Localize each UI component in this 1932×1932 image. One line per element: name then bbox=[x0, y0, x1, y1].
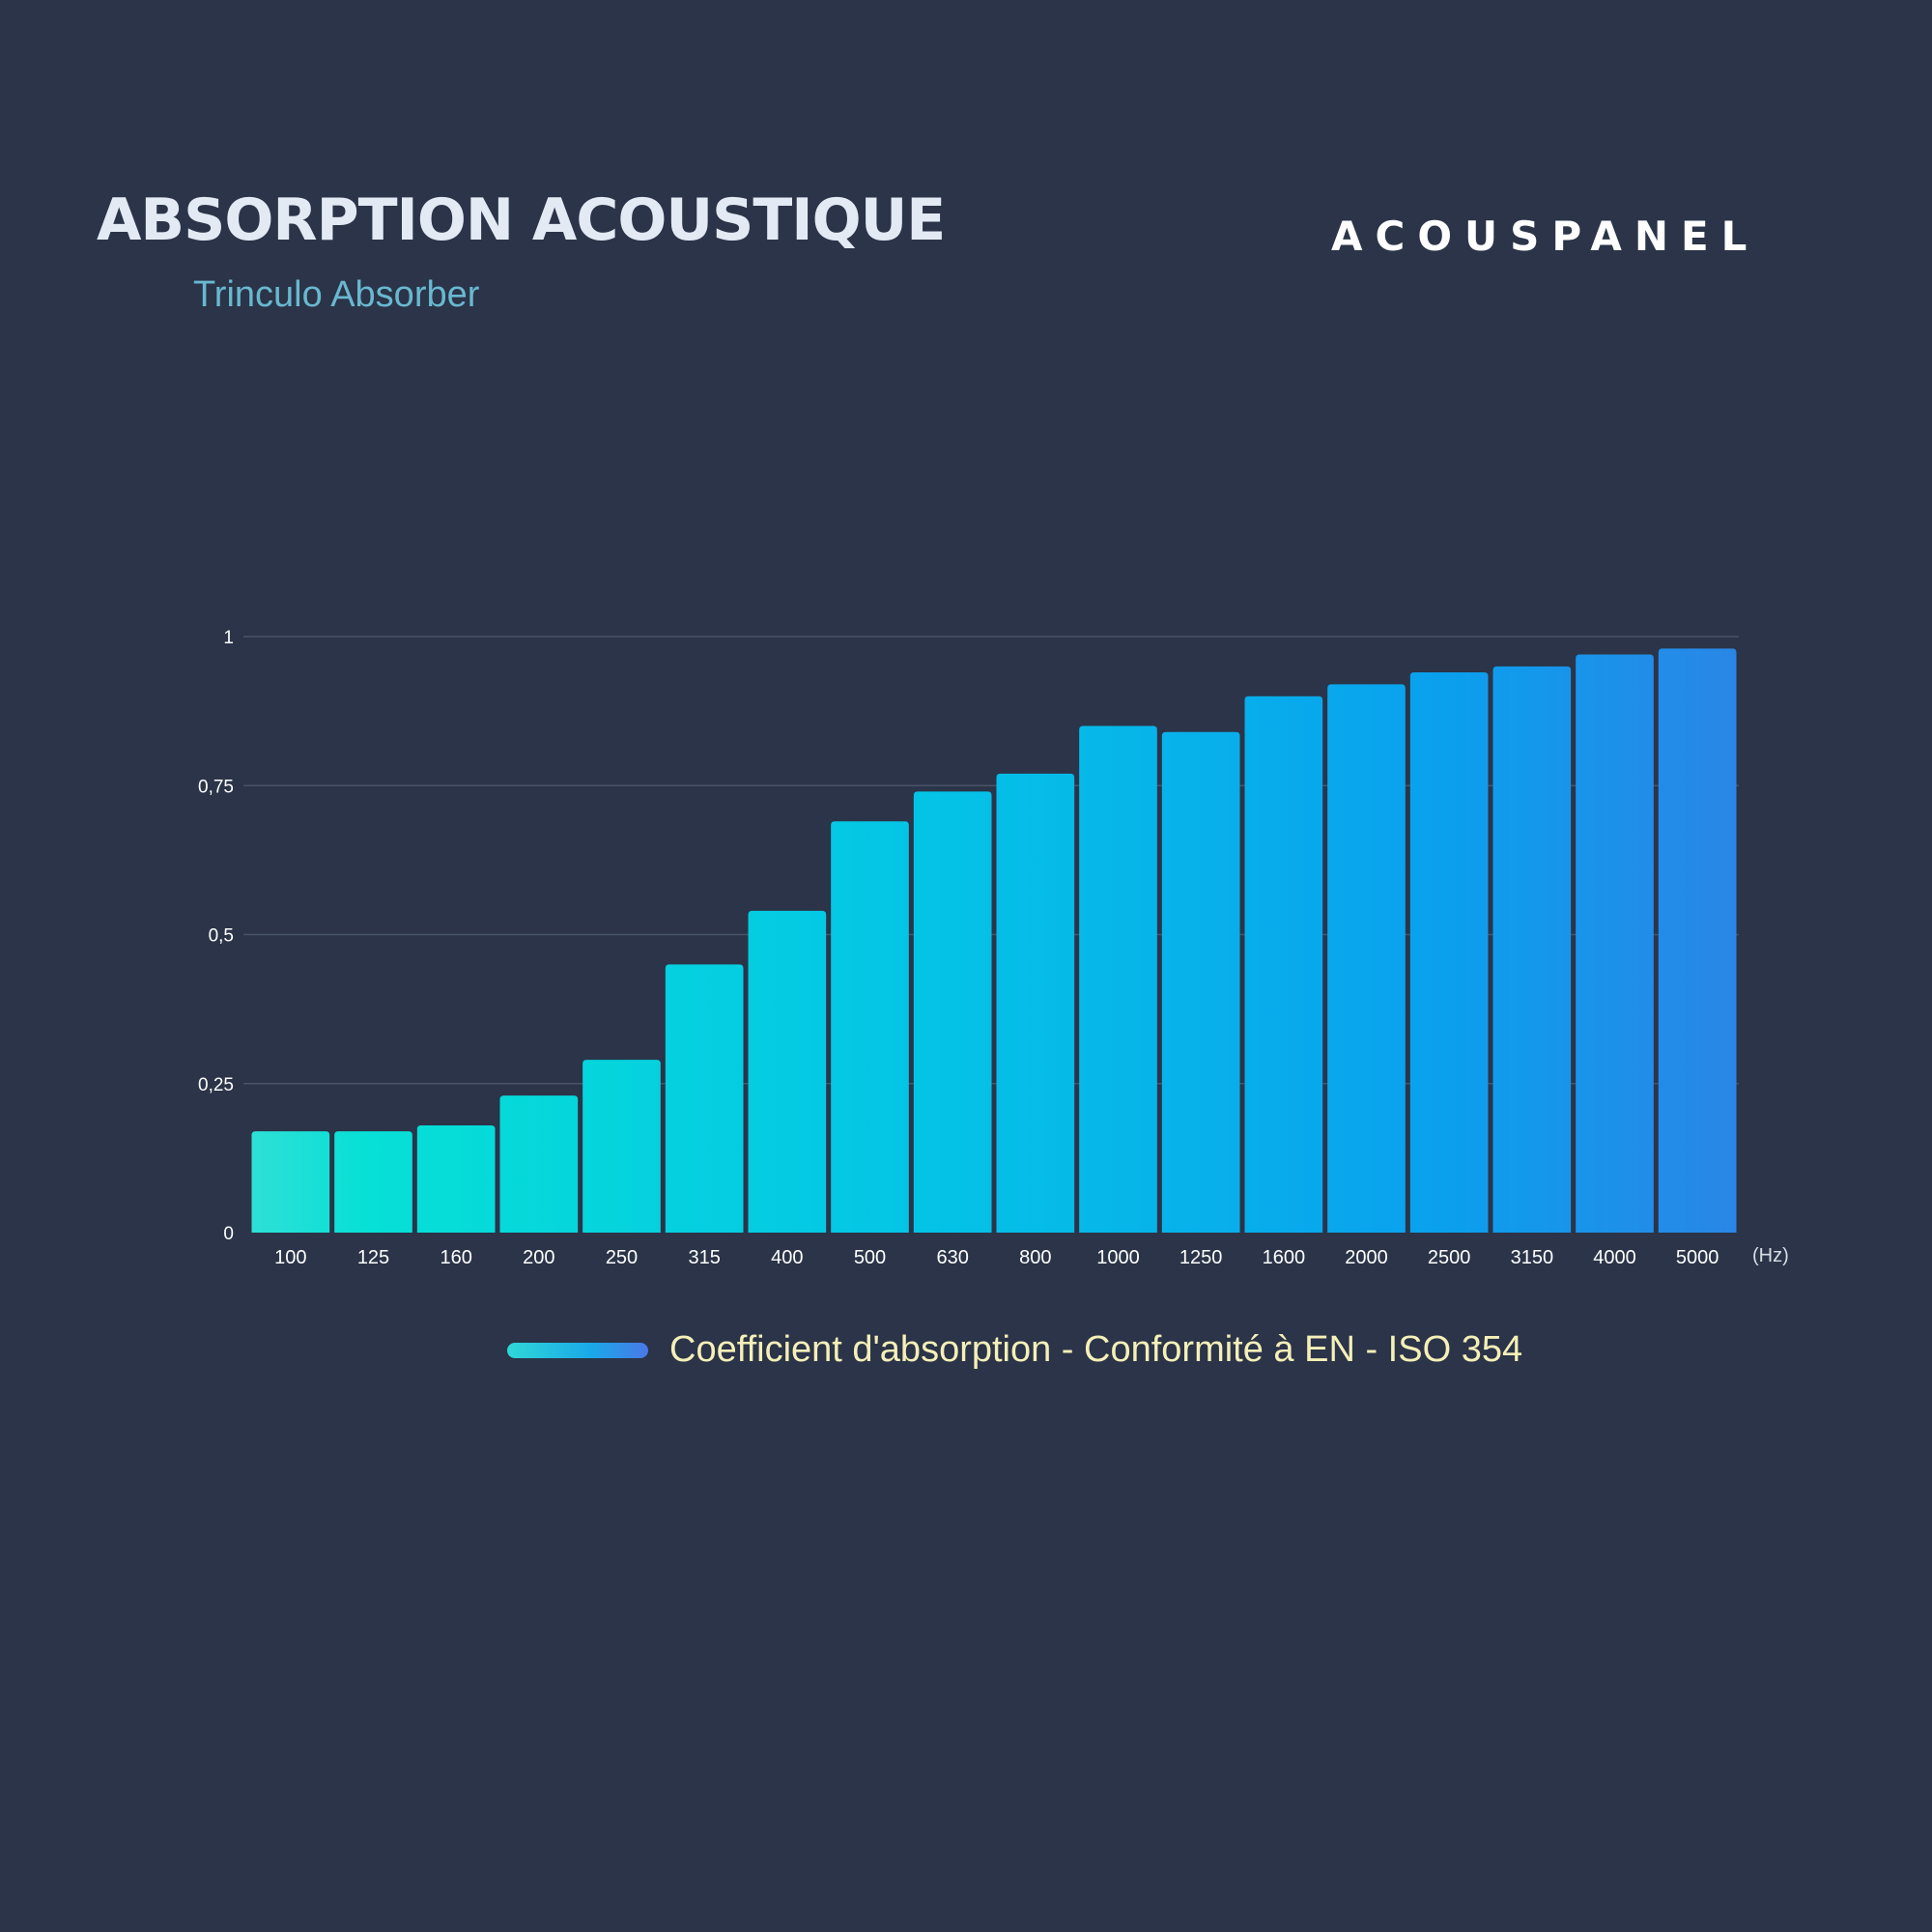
y-tick-label: 1 bbox=[223, 628, 234, 648]
x-axis-ticks: 100 125 160 200 250 315 400 500 630 800 1000 1250 16… bbox=[274, 1247, 1719, 1268]
bar-4000 bbox=[1576, 654, 1654, 1233]
y-tick-label: 0,75 bbox=[198, 777, 234, 797]
grid-lines bbox=[243, 636, 1739, 1085]
bar-5000 bbox=[1658, 648, 1737, 1233]
bar-630 bbox=[913, 791, 992, 1233]
x-tick-label: 200 bbox=[523, 1247, 554, 1268]
bar-200 bbox=[499, 1095, 579, 1233]
x-axis-unit-label: (Hz) bbox=[1752, 1245, 1789, 1266]
bar-160 bbox=[416, 1124, 496, 1233]
bar-1000 bbox=[1079, 725, 1157, 1233]
x-tick-label: 3150 bbox=[1511, 1247, 1554, 1268]
x-tick-label: 315 bbox=[688, 1247, 720, 1268]
x-tick-label: 5000 bbox=[1676, 1247, 1719, 1268]
legend: Coefficient d'absorption - Conformité à … bbox=[507, 1329, 1522, 1371]
x-tick-label: 250 bbox=[606, 1247, 638, 1268]
bar-1600 bbox=[1244, 696, 1323, 1233]
bar-100 bbox=[251, 1131, 330, 1233]
bar-800 bbox=[996, 773, 1075, 1233]
y-tick-label: 0,5 bbox=[209, 926, 234, 947]
brand-logo-text: ACOUSPANEL bbox=[1331, 213, 1760, 260]
y-tick-label: 0,25 bbox=[198, 1075, 234, 1095]
x-tick-label: 400 bbox=[771, 1247, 803, 1268]
x-tick-label: 160 bbox=[440, 1247, 471, 1268]
legend-swatch bbox=[507, 1342, 648, 1358]
bar-315 bbox=[665, 964, 744, 1233]
y-tick-label: 0 bbox=[223, 1224, 234, 1244]
x-tick-label: 1250 bbox=[1179, 1247, 1223, 1268]
legend-label: Coefficient d'absorption - Conformité à … bbox=[669, 1329, 1523, 1370]
bar-2000 bbox=[1327, 684, 1406, 1233]
bar-3150 bbox=[1492, 666, 1572, 1233]
bar-2500 bbox=[1409, 672, 1489, 1233]
y-axis-ticks: 0 0,25 0,5 0,75 1 bbox=[198, 628, 234, 1244]
x-tick-label: 125 bbox=[357, 1247, 389, 1268]
bar-500 bbox=[831, 821, 909, 1233]
x-tick-label: 100 bbox=[274, 1247, 306, 1268]
bars bbox=[251, 648, 1737, 1233]
x-tick-label: 630 bbox=[936, 1247, 968, 1268]
x-tick-label: 4000 bbox=[1593, 1247, 1636, 1268]
x-tick-label: 800 bbox=[1019, 1247, 1051, 1268]
bar-125 bbox=[334, 1131, 412, 1233]
x-tick-label: 2000 bbox=[1345, 1247, 1388, 1268]
x-tick-label: 1600 bbox=[1263, 1247, 1306, 1268]
x-tick-label: 500 bbox=[854, 1247, 886, 1268]
bar-1250 bbox=[1161, 731, 1240, 1233]
bar-250 bbox=[582, 1060, 661, 1233]
chart-subtitle: Trinculo Absorber bbox=[193, 274, 480, 315]
bar-400 bbox=[748, 910, 827, 1233]
chart-title: ABSORPTION ACOUSTIQUE bbox=[97, 186, 946, 254]
x-tick-label: 2500 bbox=[1428, 1247, 1471, 1268]
x-tick-label: 1000 bbox=[1096, 1247, 1140, 1268]
